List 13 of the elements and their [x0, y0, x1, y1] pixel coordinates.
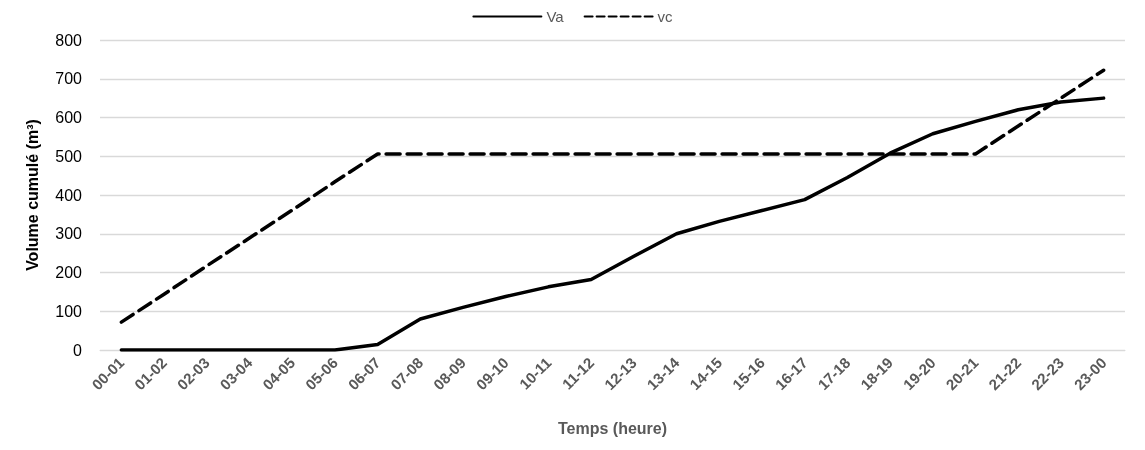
y-tick-label: 600 [55, 109, 83, 126]
y-tick-label: 500 [55, 147, 83, 165]
y-tick-label: 0 [73, 341, 83, 359]
y-tick-label: 300 [55, 225, 83, 243]
y-tick-label: 200 [55, 264, 83, 281]
y-tick-label: 100 [55, 302, 83, 320]
y-tick-label: 700 [55, 70, 83, 88]
legend-label: vc [657, 8, 674, 25]
legend-label: Va [546, 8, 565, 25]
y-tick-label: 800 [55, 31, 83, 49]
y-tick-label: 400 [55, 186, 83, 204]
x-axis-title: Temps (heure) [557, 419, 668, 437]
y-axis-title: Volume cumulé (m³) [23, 119, 41, 271]
